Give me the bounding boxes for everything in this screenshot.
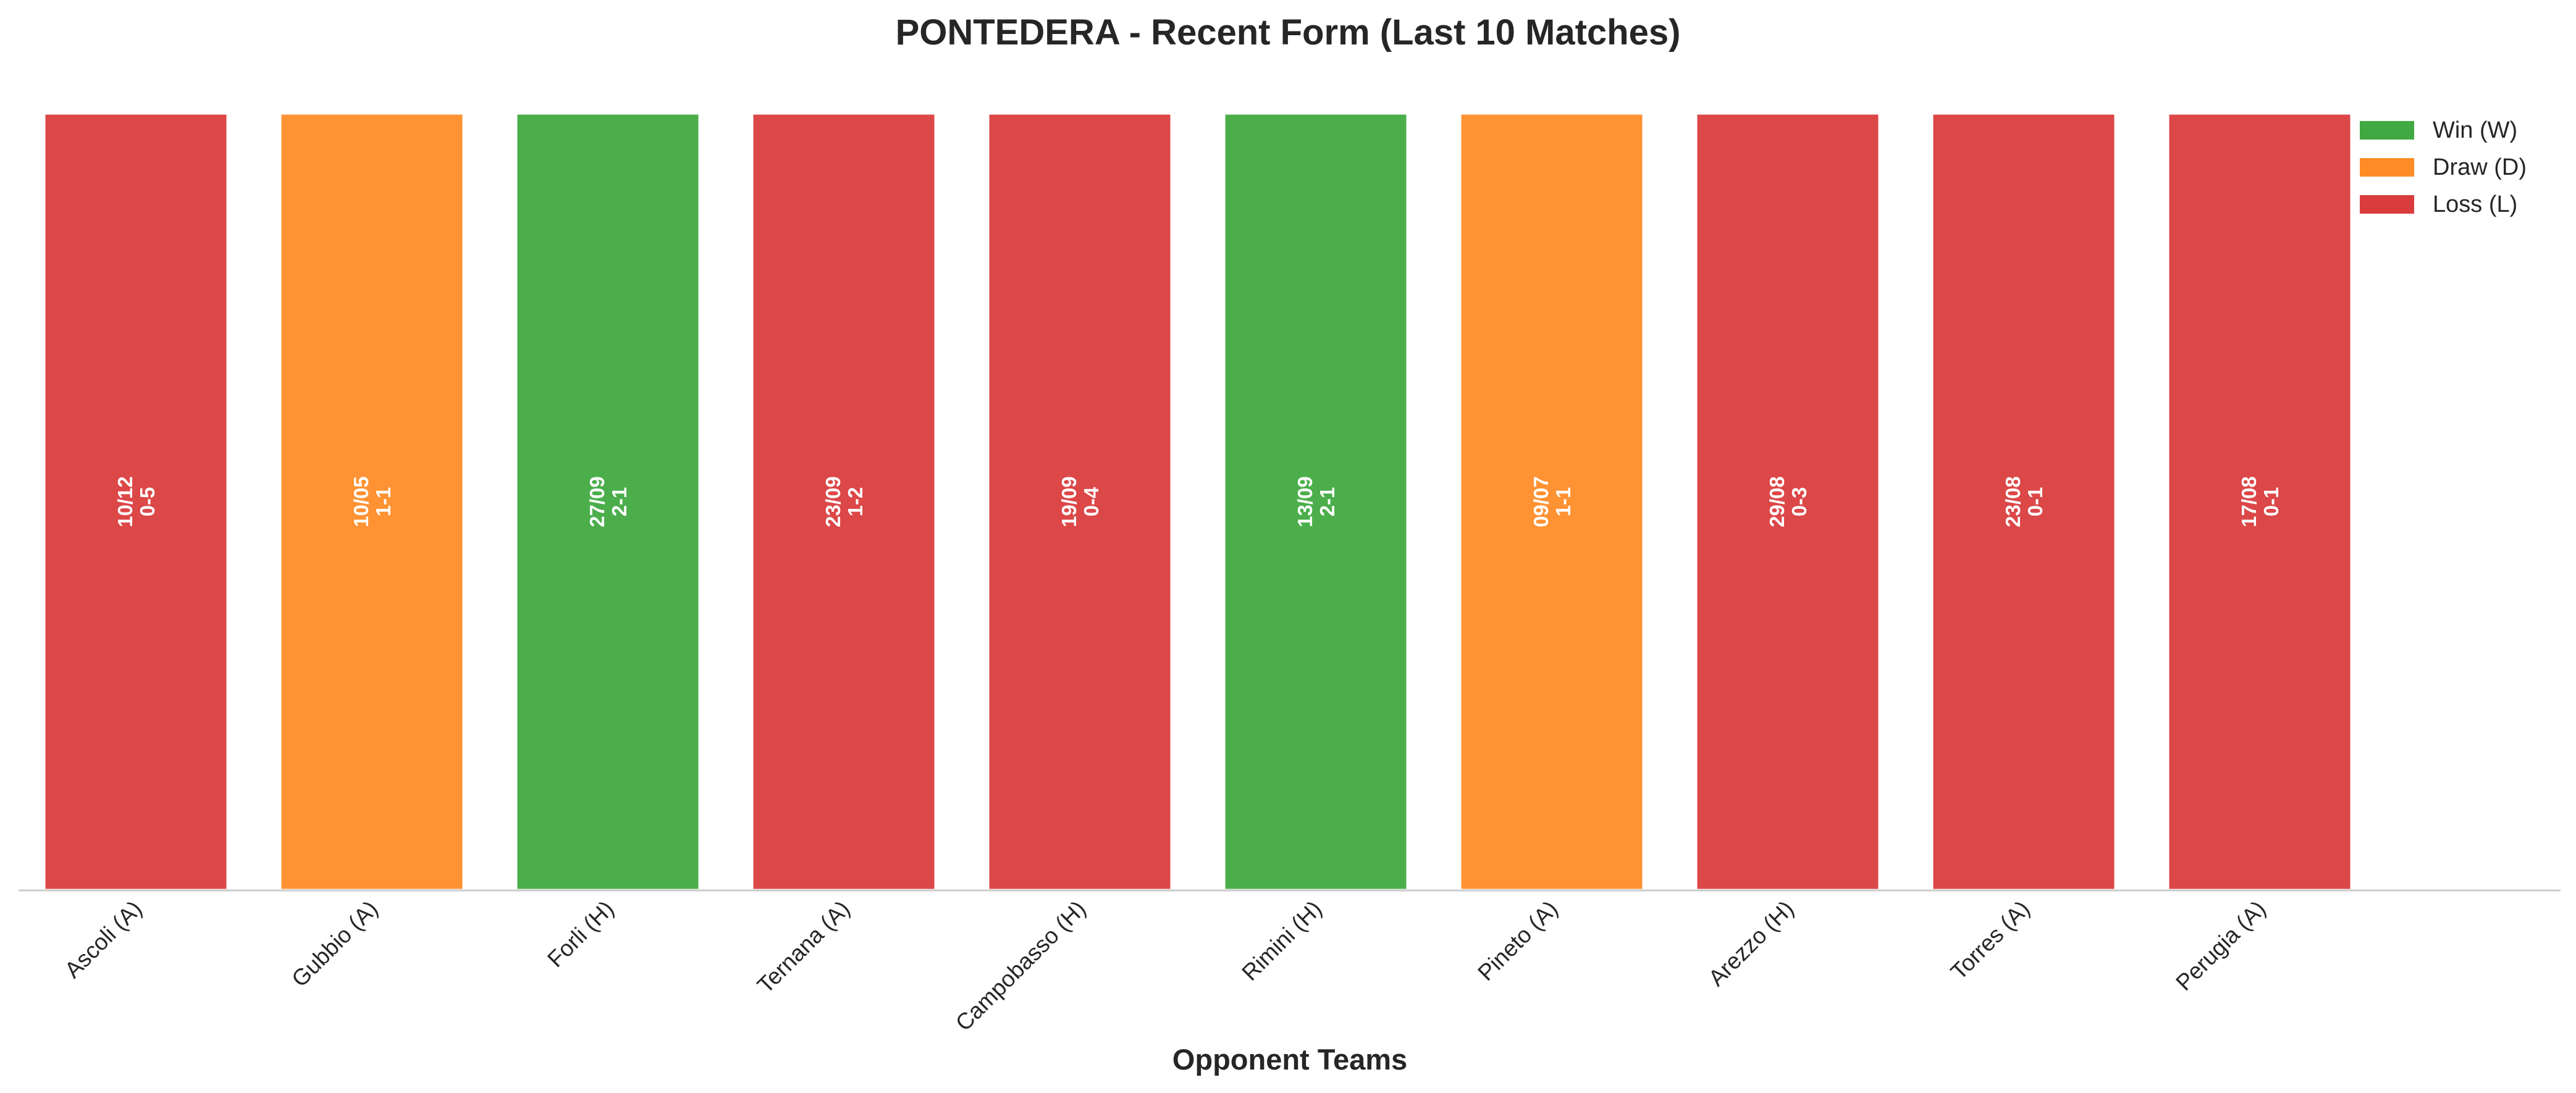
bar-label-8: 29/080-3: [1766, 476, 1811, 527]
x-tick-labels: Ascoli (A) Gubbio (A) Forli (H) Ternana (A)…: [60, 896, 2271, 1036]
bar-label-10: 17/080-1: [2237, 476, 2283, 527]
x-tick-label-10: Perugia (A): [2171, 896, 2270, 995]
bar-label-1: 10/120-5: [114, 476, 159, 527]
legend-label-w: Win (W): [2433, 117, 2517, 143]
legend-swatch-d: [2360, 158, 2414, 177]
bar-1: [42, 111, 230, 892]
chart-title: PONTEDERA - Recent Form (Last 10 Matches…: [896, 12, 1681, 52]
bar-8: [1694, 111, 1882, 892]
bar-label-2: 10/051-1: [350, 476, 395, 527]
bar-5: [986, 111, 1174, 892]
legend-label-d: Draw (D): [2433, 154, 2527, 180]
bar-2: [278, 111, 466, 892]
bar-6: [1222, 111, 1410, 892]
bar-10: [2166, 111, 2354, 892]
bar-label-7: 09/071-1: [1530, 476, 1575, 527]
legend: Win (W) Draw (D) Loss (L): [2360, 117, 2527, 217]
legend-swatch-w: [2360, 121, 2414, 140]
x-tick-label-7: Pineto (A): [1473, 896, 1562, 986]
x-tick-label-4: Ternana (A): [752, 896, 855, 999]
x-tick-label-2: Gubbio (A): [287, 896, 383, 992]
bars-group: 10/120-5 10/051-1 27/092-1 23/091-2 19/090-4…: [42, 111, 2354, 892]
x-tick-label-5: Campobasso (H): [951, 896, 1091, 1036]
bar-label-5: 19/090-4: [1058, 476, 1103, 527]
bar-label-6: 13/092-1: [1294, 476, 1339, 527]
x-axis-label: Opponent Teams: [1172, 1043, 1407, 1076]
legend-label-l: Loss (L): [2433, 191, 2517, 217]
bar-label-9: 23/080-1: [2001, 476, 2047, 527]
x-tick-label-8: Arezzo (H): [1704, 896, 1799, 991]
bar-9: [1930, 111, 2118, 892]
bar-label-3: 27/092-1: [586, 476, 631, 527]
bar-4: [750, 111, 938, 892]
x-tick-label-1: Ascoli (A): [60, 896, 147, 983]
x-tick-label-6: Rimini (H): [1237, 896, 1326, 986]
x-tick-label-9: Torres (A): [1946, 896, 2035, 985]
x-tick-label-3: Forli (H): [542, 896, 618, 972]
bar-3: [514, 111, 702, 892]
bar-label-4: 23/091-2: [822, 476, 867, 527]
legend-swatch-l: [2360, 195, 2414, 214]
bar-7: [1458, 111, 1646, 892]
